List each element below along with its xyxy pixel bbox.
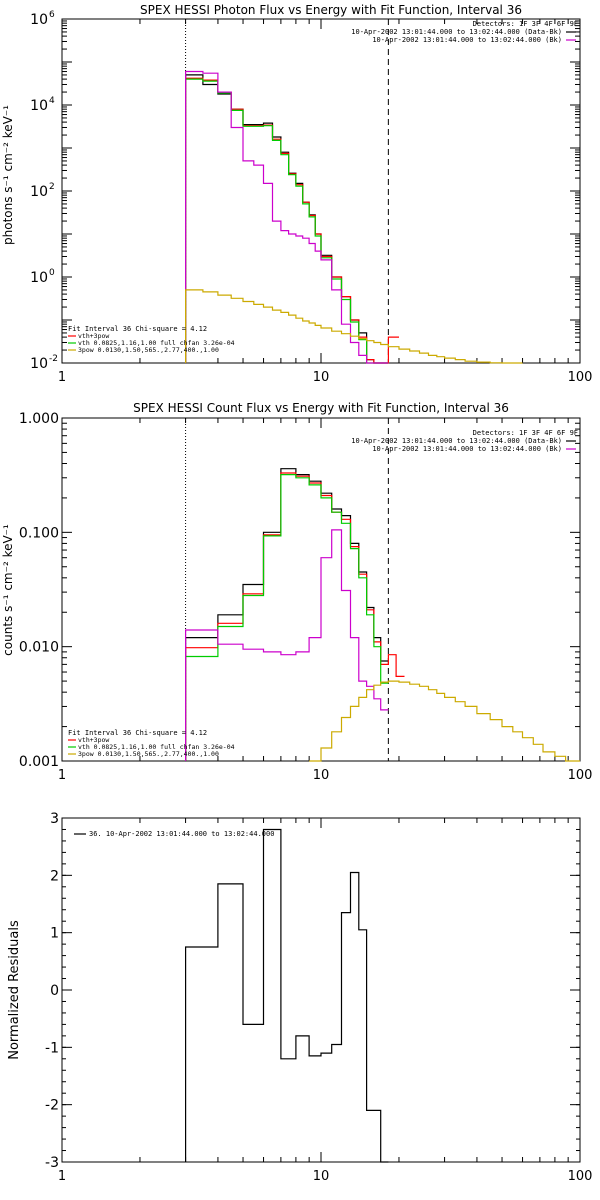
y-axis-label: Normalized Residuals [7,920,22,1060]
fit-legend-header: Fit Interval 36 Chi-square = 4.12 [68,729,207,737]
y-tick-label: 10 [30,12,48,28]
fit-legend-label: vth 0.0825,1.16,1.00 full chfan 3.26e-04 [78,743,235,751]
y-tick-label: 10 [30,270,48,286]
y-tick-label: -3 [45,1155,59,1171]
series-line-1 [185,77,399,364]
y-tick-label: 10 [30,98,48,114]
series-line-3 [185,529,389,761]
series-line-0 [185,468,389,761]
y-tick-label: 0 [50,983,59,999]
y-tick-label: 0.100 [19,525,59,541]
top-legend-line: Detectors: 1F 3F 4F 6F 9F [473,429,578,437]
top-legend-line: Detectors: 1F 3F 4F 6F 9F [473,20,578,28]
fit-legend-label: vth+3pow [78,332,109,340]
count-flux-chart: SPEX HESSI Count Flux vs Energy with Fit… [1,401,592,783]
y-tick-exponent: 2 [49,182,55,192]
chart-title: SPEX HESSI Photon Flux vs Energy with Fi… [140,3,522,17]
residual-legend-label: 36. 10-Apr-2002 13:01:44.000 to 13:02:44… [89,830,274,838]
x-tick-label: 1 [58,1169,66,1184]
y-tick-exponent: 6 [49,10,55,20]
fit-legend-header: Fit Interval 36 Chi-square = 4.12 [68,325,207,333]
y-tick-label: -1 [45,1040,59,1056]
x-tick-label: 1 [58,768,66,783]
y-tick-label: 0.001 [19,754,59,770]
series-line-4 [185,289,523,364]
x-tick-label: 10 [313,768,330,783]
x-tick-label: 100 [568,1169,593,1184]
x-tick-label: 100 [568,768,593,783]
y-tick-label: 3 [50,811,59,827]
x-tick-label: 100 [568,370,593,385]
y-tick-exponent: 4 [49,96,55,106]
series-line-2 [185,474,389,761]
y-tick-exponent: 0 [49,268,55,278]
y-axis-label: counts s⁻¹ cm⁻² keV⁻¹ [1,524,15,656]
y-tick-label: 10 [30,356,48,372]
series-line-4 [309,680,580,762]
top-legend-line: 10-Apr-2002 13:01:44.000 to 13:02:44.000… [351,437,562,445]
series-line-3 [185,70,389,364]
y-tick-label: 2 [50,868,59,884]
fit-legend-label: vth+3pow [78,736,109,744]
y-axis-label: photons s⁻¹ cm⁻² keV⁻¹ [1,105,15,245]
series-line-0 [185,828,389,1163]
chart-title: SPEX HESSI Count Flux vs Energy with Fit… [133,401,509,415]
top-legend-line: 10-Apr-2002 13:01:44.000 to 13:02:44.000… [372,445,562,453]
y-tick-exponent: -2 [49,354,58,364]
plot-frame [61,18,581,364]
plot-frame [61,817,581,1163]
y-tick-label: 0.010 [19,640,59,656]
residuals-chart: Normalized Residuals 1 10 100 -3 -2 -1 0 1 2 3 36.… [7,811,592,1184]
fit-legend-label: vth 0.0825,1.16,1.00 full chfan 3.26e-04 [78,339,235,347]
y-tick-label: 10 [30,184,48,200]
top-legend-line: 10-Apr-2002 13:01:44.000 to 13:02:44.000… [351,28,562,36]
fit-legend-label: 3pow 0.0130,1.50,565.,2.77,400.,1.00 [78,750,219,758]
y-tick-label: 1.000 [19,411,59,427]
x-tick-label: 1 [58,370,66,385]
y-tick-label: -2 [45,1098,59,1114]
fit-legend-label: 3pow 0.0130,1.50,565.,2.77,400.,1.00 [78,346,219,354]
photon-flux-chart: SPEX HESSI Photon Flux vs Energy with Fi… [1,3,592,385]
y-tick-label: 1 [50,926,59,942]
x-tick-label: 10 [313,370,330,385]
x-tick-label: 10 [313,1169,330,1184]
top-legend-line: 10-Apr-2002 13:01:44.000 to 13:02:44.000… [372,36,562,44]
